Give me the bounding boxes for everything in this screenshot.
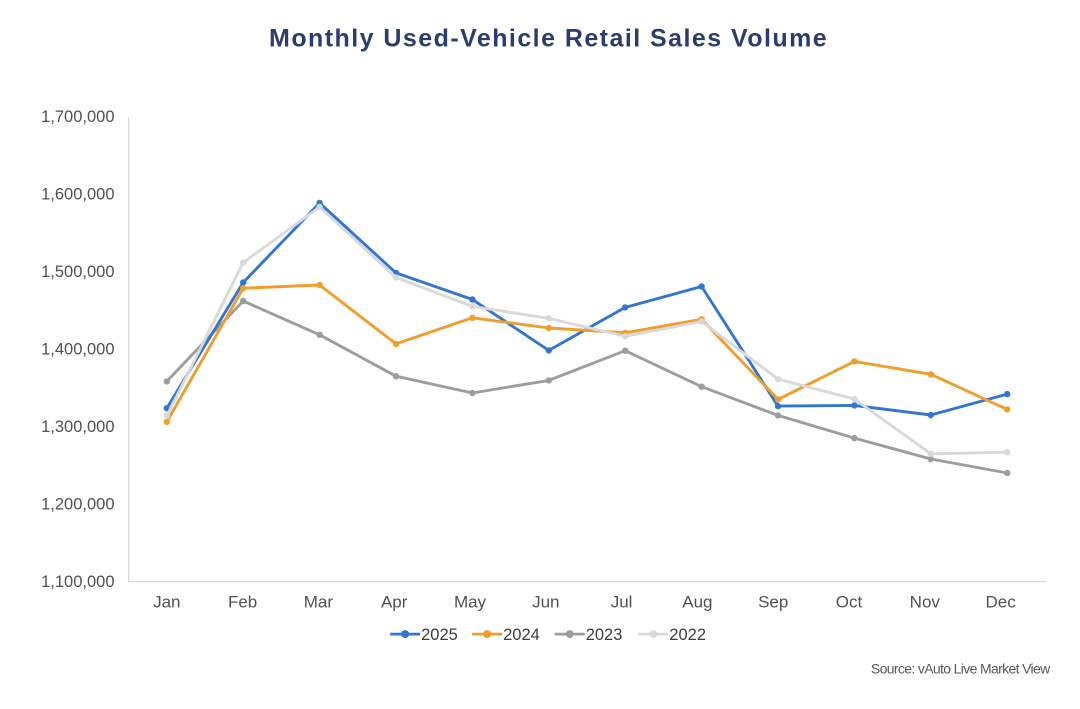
- svg-text:Nov: Nov: [910, 593, 941, 612]
- svg-text:1,700,000: 1,700,000: [41, 108, 114, 126]
- svg-text:Feb: Feb: [228, 593, 257, 612]
- svg-text:2025: 2025: [421, 626, 458, 644]
- svg-text:Jun: Jun: [532, 593, 559, 612]
- svg-text:Jan: Jan: [153, 593, 180, 612]
- svg-text:1,500,000: 1,500,000: [41, 263, 114, 281]
- svg-text:2022: 2022: [669, 626, 706, 644]
- svg-text:Aug: Aug: [682, 593, 712, 612]
- svg-text:1,400,000: 1,400,000: [41, 341, 114, 359]
- svg-text:Source: vAuto Live Market View: Source: vAuto Live Market View: [871, 661, 1051, 677]
- svg-text:Apr: Apr: [381, 593, 408, 612]
- svg-text:1,100,000: 1,100,000: [41, 573, 114, 591]
- svg-text:2024: 2024: [503, 626, 540, 644]
- svg-text:2023: 2023: [586, 626, 623, 644]
- svg-text:Monthly Used-Vehicle Retail Sa: Monthly Used-Vehicle Retail Sales Volume: [269, 25, 828, 53]
- svg-text:May: May: [454, 593, 487, 612]
- svg-text:Jul: Jul: [611, 593, 633, 612]
- svg-text:Dec: Dec: [985, 593, 1016, 612]
- svg-text:1,200,000: 1,200,000: [41, 496, 114, 514]
- svg-text:Oct: Oct: [836, 593, 863, 612]
- svg-text:Sep: Sep: [758, 593, 788, 612]
- svg-text:Mar: Mar: [304, 593, 334, 612]
- svg-text:1,600,000: 1,600,000: [41, 186, 114, 204]
- svg-text:1,300,000: 1,300,000: [41, 418, 114, 436]
